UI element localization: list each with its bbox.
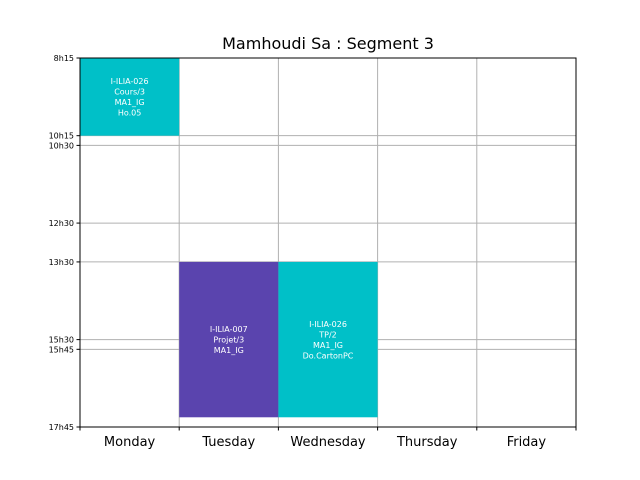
y-tick-label: 17h45 [49,423,74,432]
chart-title: Mamhoudi Sa : Segment 3 [222,34,434,53]
y-tick-label: 10h30 [49,141,74,150]
event-text: Cours/3 [114,88,145,97]
event-text: I-ILIA-007 [210,325,248,334]
day-label-wednesday: Wednesday [290,435,366,450]
event-block [80,58,180,136]
x-axis: Monday Tuesday Wednesday Thursday Friday [79,427,577,450]
day-label-friday: Friday [507,435,547,450]
event-text: MA1_IG [214,346,244,355]
event-text: Projet/3 [213,336,244,345]
event-block [179,261,279,418]
y-tick-label: 10h15 [49,132,74,141]
event-text: TP/2 [318,330,337,339]
y-tick-label: 15h45 [49,345,74,354]
day-label-thursday: Thursday [396,435,458,450]
day-label-tuesday: Tuesday [201,435,255,450]
event-text: Ho.05 [118,109,142,118]
events: I-ILIA-026Cours/3MA1_IGHo.05I-ILIA-007Pr… [80,58,378,418]
y-tick-label: 8h15 [54,54,74,63]
y-tick-label: 12h30 [49,219,74,228]
event-text: I-ILIA-026 [309,320,347,329]
plot-frame [79,57,577,428]
event-text: I-ILIA-026 [111,77,149,86]
event-text: Do.CartonPC [303,351,354,360]
y-tick-label: 15h30 [49,336,74,345]
event-text: MA1_IG [115,98,145,107]
event-text: MA1_IG [313,341,343,350]
event-block [278,261,378,418]
y-tick-label: 13h30 [49,258,74,267]
day-label-monday: Monday [104,435,156,450]
